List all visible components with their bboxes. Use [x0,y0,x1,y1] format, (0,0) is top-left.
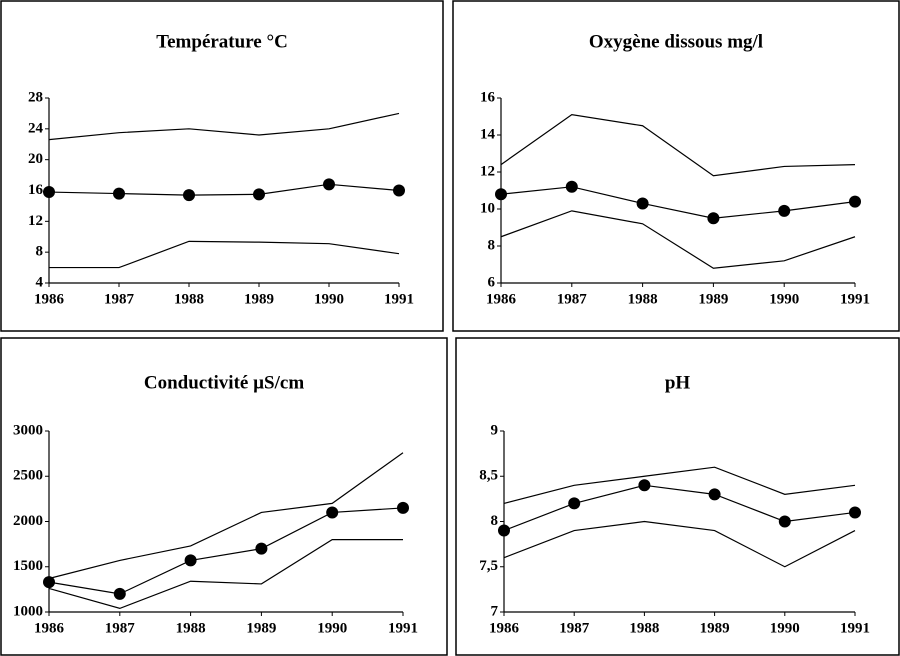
y-tick-label: 24 [28,120,44,136]
series-line [503,520,856,568]
data-point [255,542,268,555]
x-tick-label: 1988 [628,291,658,307]
series-line [503,466,856,504]
x-tick-label: 1989 [700,620,730,636]
y-tick-label: 7 [491,603,499,619]
series-line [48,452,404,580]
y-tick-label: 16 [480,89,496,105]
series-line [503,484,856,532]
x-tick-label: 1991 [384,291,414,307]
x-tick-label: 1987 [557,291,588,307]
data-point [43,576,55,589]
data-point [323,178,335,191]
panel-border [0,0,444,332]
data-point [183,189,195,202]
chart-panel: Oxygène dissous mg/l 6 8 10 12 14 16 1986 1987 19… [452,0,900,332]
x-tick-label: 1990 [317,620,347,636]
data-point [565,180,578,193]
y-tick-label: 16 [28,182,44,198]
chart-panel: Température °C 4 8 12 16 20 24 28 1986 1987 1988 19… [0,0,444,332]
x-tick-label: 1991 [840,620,870,636]
data-point [184,554,197,567]
data-point [495,188,507,201]
data-point [43,186,55,199]
y-tick-label: 7,5 [479,558,498,574]
y-tick-label: 8 [36,244,44,260]
y-tick-label: 4 [36,274,44,290]
y-tick-label: 1000 [13,603,43,619]
chart-title: Oxygène dissous mg/l [589,31,763,52]
y-tick-label: 6 [488,274,496,290]
series-line [48,507,404,595]
chart-title: Température °C [156,31,288,52]
y-tick-label: 3000 [13,422,43,438]
chart-panel: pH 7 7,5 8 8,5 9 1986 1987 1988 1989 1990 1991 [455,337,900,656]
data-point [393,184,405,197]
series-line [48,538,403,610]
panel-border [452,0,900,332]
data-point [778,515,791,528]
y-tick-label: 12 [28,213,43,229]
data-point [113,587,126,600]
series-line [49,240,400,269]
x-tick-label: 1989 [698,291,728,307]
x-tick-label: 1987 [559,620,590,636]
chart-panel: Conductivité µS/cm 1000 1500 2000 2500 3000 19… [0,337,448,656]
y-tick-label: 10 [480,200,495,216]
data-point [253,188,265,201]
x-tick-label: 1990 [314,291,344,307]
x-tick-label: 1991 [388,620,418,636]
panel-border [0,337,448,656]
y-tick-label: 28 [28,89,43,105]
series-line [500,114,856,177]
y-tick-label: 20 [28,151,43,167]
y-tick-label: 9 [491,422,499,438]
data-point [397,501,409,514]
data-point [113,187,125,200]
data-point [707,212,720,225]
panel-border [455,337,900,656]
y-tick-label: 12 [480,163,495,179]
data-point [849,195,861,208]
y-tick-label: 8 [488,237,496,253]
chart-title: Conductivité µS/cm [144,372,304,393]
x-tick-label: 1988 [629,620,659,636]
y-tick-label: 1500 [13,558,43,574]
series-line [48,183,400,196]
data-point [636,197,649,210]
y-tick-label: 2500 [13,468,43,484]
x-tick-label: 1986 [34,291,65,307]
data-point [849,506,861,519]
y-tick-label: 14 [480,126,496,142]
data-point [708,488,721,501]
data-point [568,497,581,510]
x-tick-label: 1991 [840,291,870,307]
x-tick-label: 1986 [489,620,520,636]
x-tick-label: 1987 [104,291,135,307]
x-tick-label: 1989 [246,620,276,636]
series-line [48,112,400,141]
x-tick-label: 1988 [176,620,206,636]
x-tick-label: 1990 [770,620,800,636]
data-point [778,204,791,217]
x-tick-label: 1990 [769,291,799,307]
x-tick-label: 1986 [34,620,65,636]
series-line [500,186,856,219]
x-tick-label: 1987 [105,620,136,636]
y-tick-label: 8,5 [479,468,498,484]
series-line [500,210,856,269]
x-tick-label: 1986 [486,291,517,307]
chart-title: pH [665,372,691,393]
data-point [498,524,510,537]
y-tick-label: 2000 [13,513,43,529]
x-tick-label: 1988 [174,291,204,307]
data-point [326,506,339,519]
data-point [638,479,651,492]
x-tick-label: 1989 [244,291,274,307]
y-tick-label: 8 [491,513,499,529]
